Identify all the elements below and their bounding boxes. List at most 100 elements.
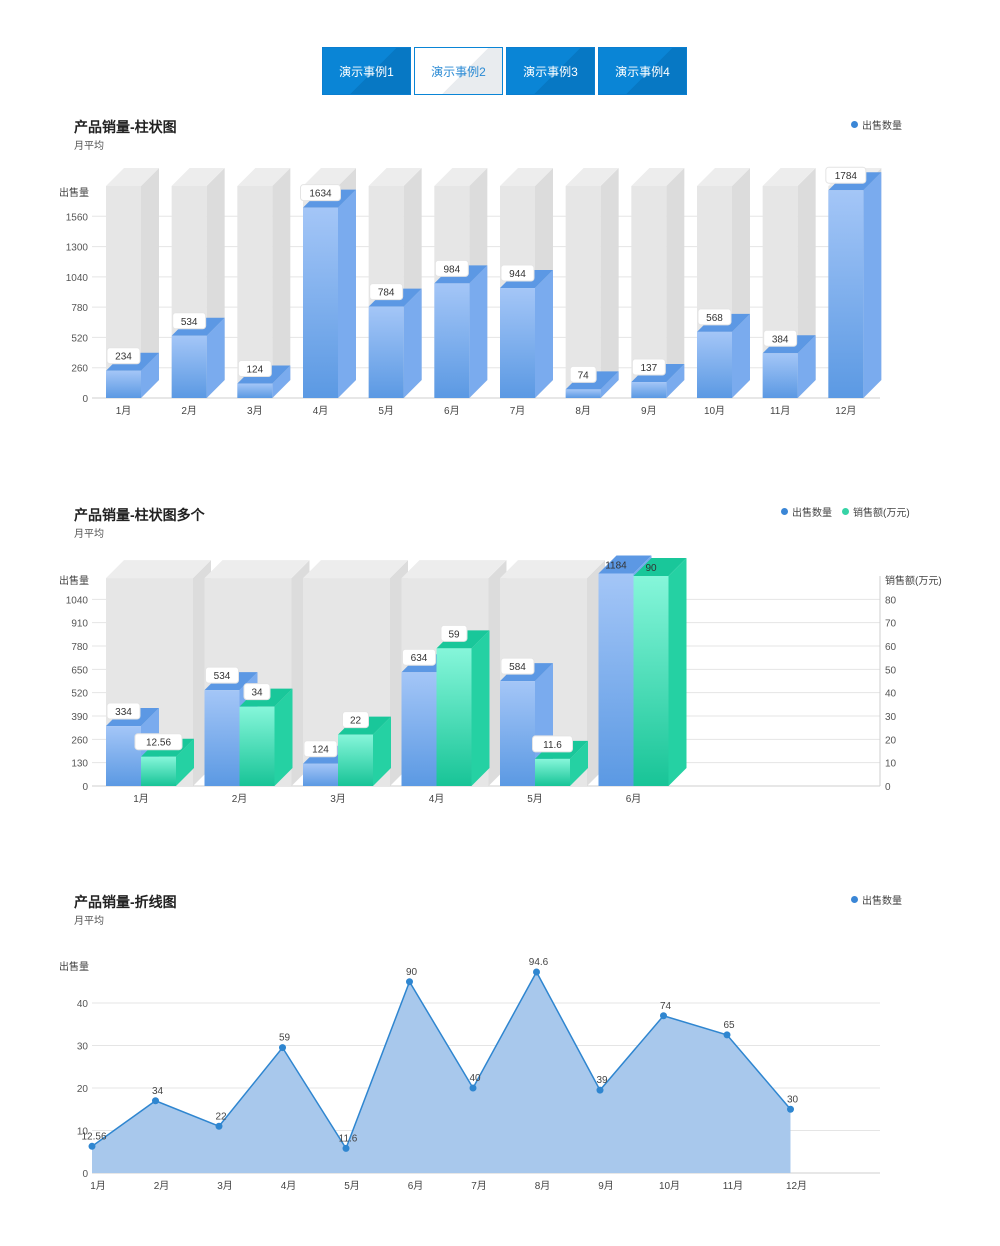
x-tick-label: 12月 bbox=[835, 405, 856, 417]
y-tick-label: 20 bbox=[77, 1084, 89, 1095]
data-label: 34 bbox=[251, 688, 263, 699]
y-tick-label: 10 bbox=[77, 1127, 89, 1138]
data-label: 11.6 bbox=[543, 740, 562, 751]
data-point bbox=[787, 1105, 794, 1113]
background-bar-top bbox=[106, 168, 159, 186]
bar-side bbox=[863, 172, 882, 398]
background-bar-top bbox=[762, 168, 816, 186]
data-label-box bbox=[303, 740, 338, 758]
legend-dot-icon bbox=[842, 508, 849, 515]
y2-tick-label: 0 bbox=[885, 782, 891, 793]
bar-front bbox=[303, 207, 338, 398]
bar-front bbox=[237, 383, 273, 398]
x-tick-label: 3月 bbox=[247, 405, 263, 417]
x-tick-label: 10月 bbox=[704, 405, 725, 417]
bar-side bbox=[272, 365, 291, 398]
y-tick-label: 390 bbox=[71, 712, 88, 723]
y2-tick-label: 50 bbox=[885, 665, 897, 676]
data-label-box bbox=[697, 308, 732, 326]
y-tick-label: 780 bbox=[71, 642, 88, 653]
y2-tick-label: 70 bbox=[885, 619, 897, 630]
data-label-box bbox=[300, 184, 341, 202]
bar-top bbox=[598, 555, 652, 574]
bar-front bbox=[565, 389, 601, 398]
data-label-box bbox=[500, 657, 535, 675]
bar-side bbox=[141, 352, 159, 398]
bar-front bbox=[204, 690, 240, 786]
bar-front bbox=[436, 648, 472, 786]
data-label: 534 bbox=[181, 317, 198, 328]
chart2-legend[interactable]: 出售数量 销售额(万元) bbox=[781, 504, 910, 519]
bar-front bbox=[828, 190, 864, 398]
tab-demo-2[interactable]: 演示事例2 bbox=[414, 47, 503, 95]
x-tick-label: 1月 bbox=[116, 405, 132, 417]
bar-front bbox=[368, 306, 404, 398]
bar-side bbox=[469, 265, 488, 398]
bar-side bbox=[471, 630, 490, 786]
data-label-box bbox=[106, 347, 141, 365]
x-tick-label: 6月 bbox=[408, 1180, 424, 1192]
y-tick-label: 0 bbox=[82, 394, 88, 405]
bar-side bbox=[403, 288, 422, 398]
data-point bbox=[596, 1086, 604, 1094]
legend-dot-icon bbox=[781, 508, 788, 515]
data-point bbox=[215, 1122, 223, 1130]
data-label-box bbox=[106, 702, 141, 720]
x-tick-label: 4月 bbox=[313, 405, 329, 417]
data-point bbox=[660, 1012, 667, 1020]
x-tick-label: 4月 bbox=[281, 1180, 297, 1192]
x-tick-label: 5月 bbox=[344, 1180, 360, 1192]
chart3-legend[interactable]: 出售数量 bbox=[851, 892, 902, 907]
background-bar-top bbox=[106, 560, 211, 579]
chart3-title: 产品销量-折线图 bbox=[74, 894, 177, 910]
data-label: 90 bbox=[645, 563, 657, 574]
background-bar-top bbox=[500, 560, 605, 579]
data-label: 1184 bbox=[605, 560, 627, 571]
bar bbox=[697, 313, 750, 398]
bar-front bbox=[762, 353, 798, 398]
y2-tick-label: 30 bbox=[885, 712, 897, 723]
background-bar-top bbox=[434, 168, 488, 186]
data-label: 137 bbox=[640, 363, 657, 374]
data-label-box bbox=[369, 283, 404, 301]
y-tick-label: 0 bbox=[82, 782, 88, 793]
data-label: 34 bbox=[152, 1086, 164, 1097]
x-tick-label: 7月 bbox=[471, 1180, 487, 1192]
data-label: 90 bbox=[406, 967, 418, 978]
chart3-subtitle: 月平均 bbox=[74, 916, 104, 927]
bar-side bbox=[274, 688, 293, 786]
tab-bar: 演示事例1 演示事例2 演示事例3 演示事例4 bbox=[322, 47, 690, 97]
tab-demo-4[interactable]: 演示事例4 bbox=[598, 47, 687, 95]
x-tick-label: 2月 bbox=[181, 405, 197, 417]
data-label-box bbox=[205, 666, 239, 684]
y-tick-label: 910 bbox=[71, 619, 88, 630]
background-bar-top bbox=[237, 168, 291, 186]
bar-top bbox=[633, 558, 687, 576]
y-axis-label: 出售量 bbox=[59, 186, 89, 199]
data-label: 11.6 bbox=[339, 1133, 358, 1144]
series-line bbox=[91, 970, 792, 1151]
tab-demo-1[interactable]: 演示事例1 bbox=[322, 47, 411, 95]
bar-front bbox=[697, 331, 732, 398]
bar-side bbox=[206, 317, 225, 398]
background-bar-top bbox=[401, 560, 507, 579]
tab-demo-3[interactable]: 演示事例3 bbox=[506, 47, 595, 95]
y-axis-label: 出售量 bbox=[59, 960, 89, 973]
bar-side bbox=[535, 270, 553, 398]
bar-front bbox=[303, 763, 338, 786]
background-bar-side bbox=[272, 168, 291, 398]
bar-front bbox=[141, 756, 176, 786]
data-point bbox=[723, 1031, 731, 1039]
bar bbox=[500, 270, 553, 398]
bar-front bbox=[500, 288, 535, 398]
x-tick-label: 4月 bbox=[429, 793, 445, 805]
background-bar-top bbox=[204, 560, 310, 579]
data-label: 30 bbox=[787, 1094, 799, 1105]
x-tick-label: 1月 bbox=[90, 1180, 106, 1192]
bar bbox=[434, 265, 488, 398]
chart1-legend[interactable]: 出售数量 bbox=[851, 117, 902, 132]
background-bar-side bbox=[666, 168, 685, 398]
data-point bbox=[469, 1084, 477, 1092]
chart2-plot: 0 130 260 390 520 650 780 910 1040 0 10 20 30 40 50 60 7… bbox=[59, 555, 942, 805]
data-label-box bbox=[172, 312, 207, 330]
